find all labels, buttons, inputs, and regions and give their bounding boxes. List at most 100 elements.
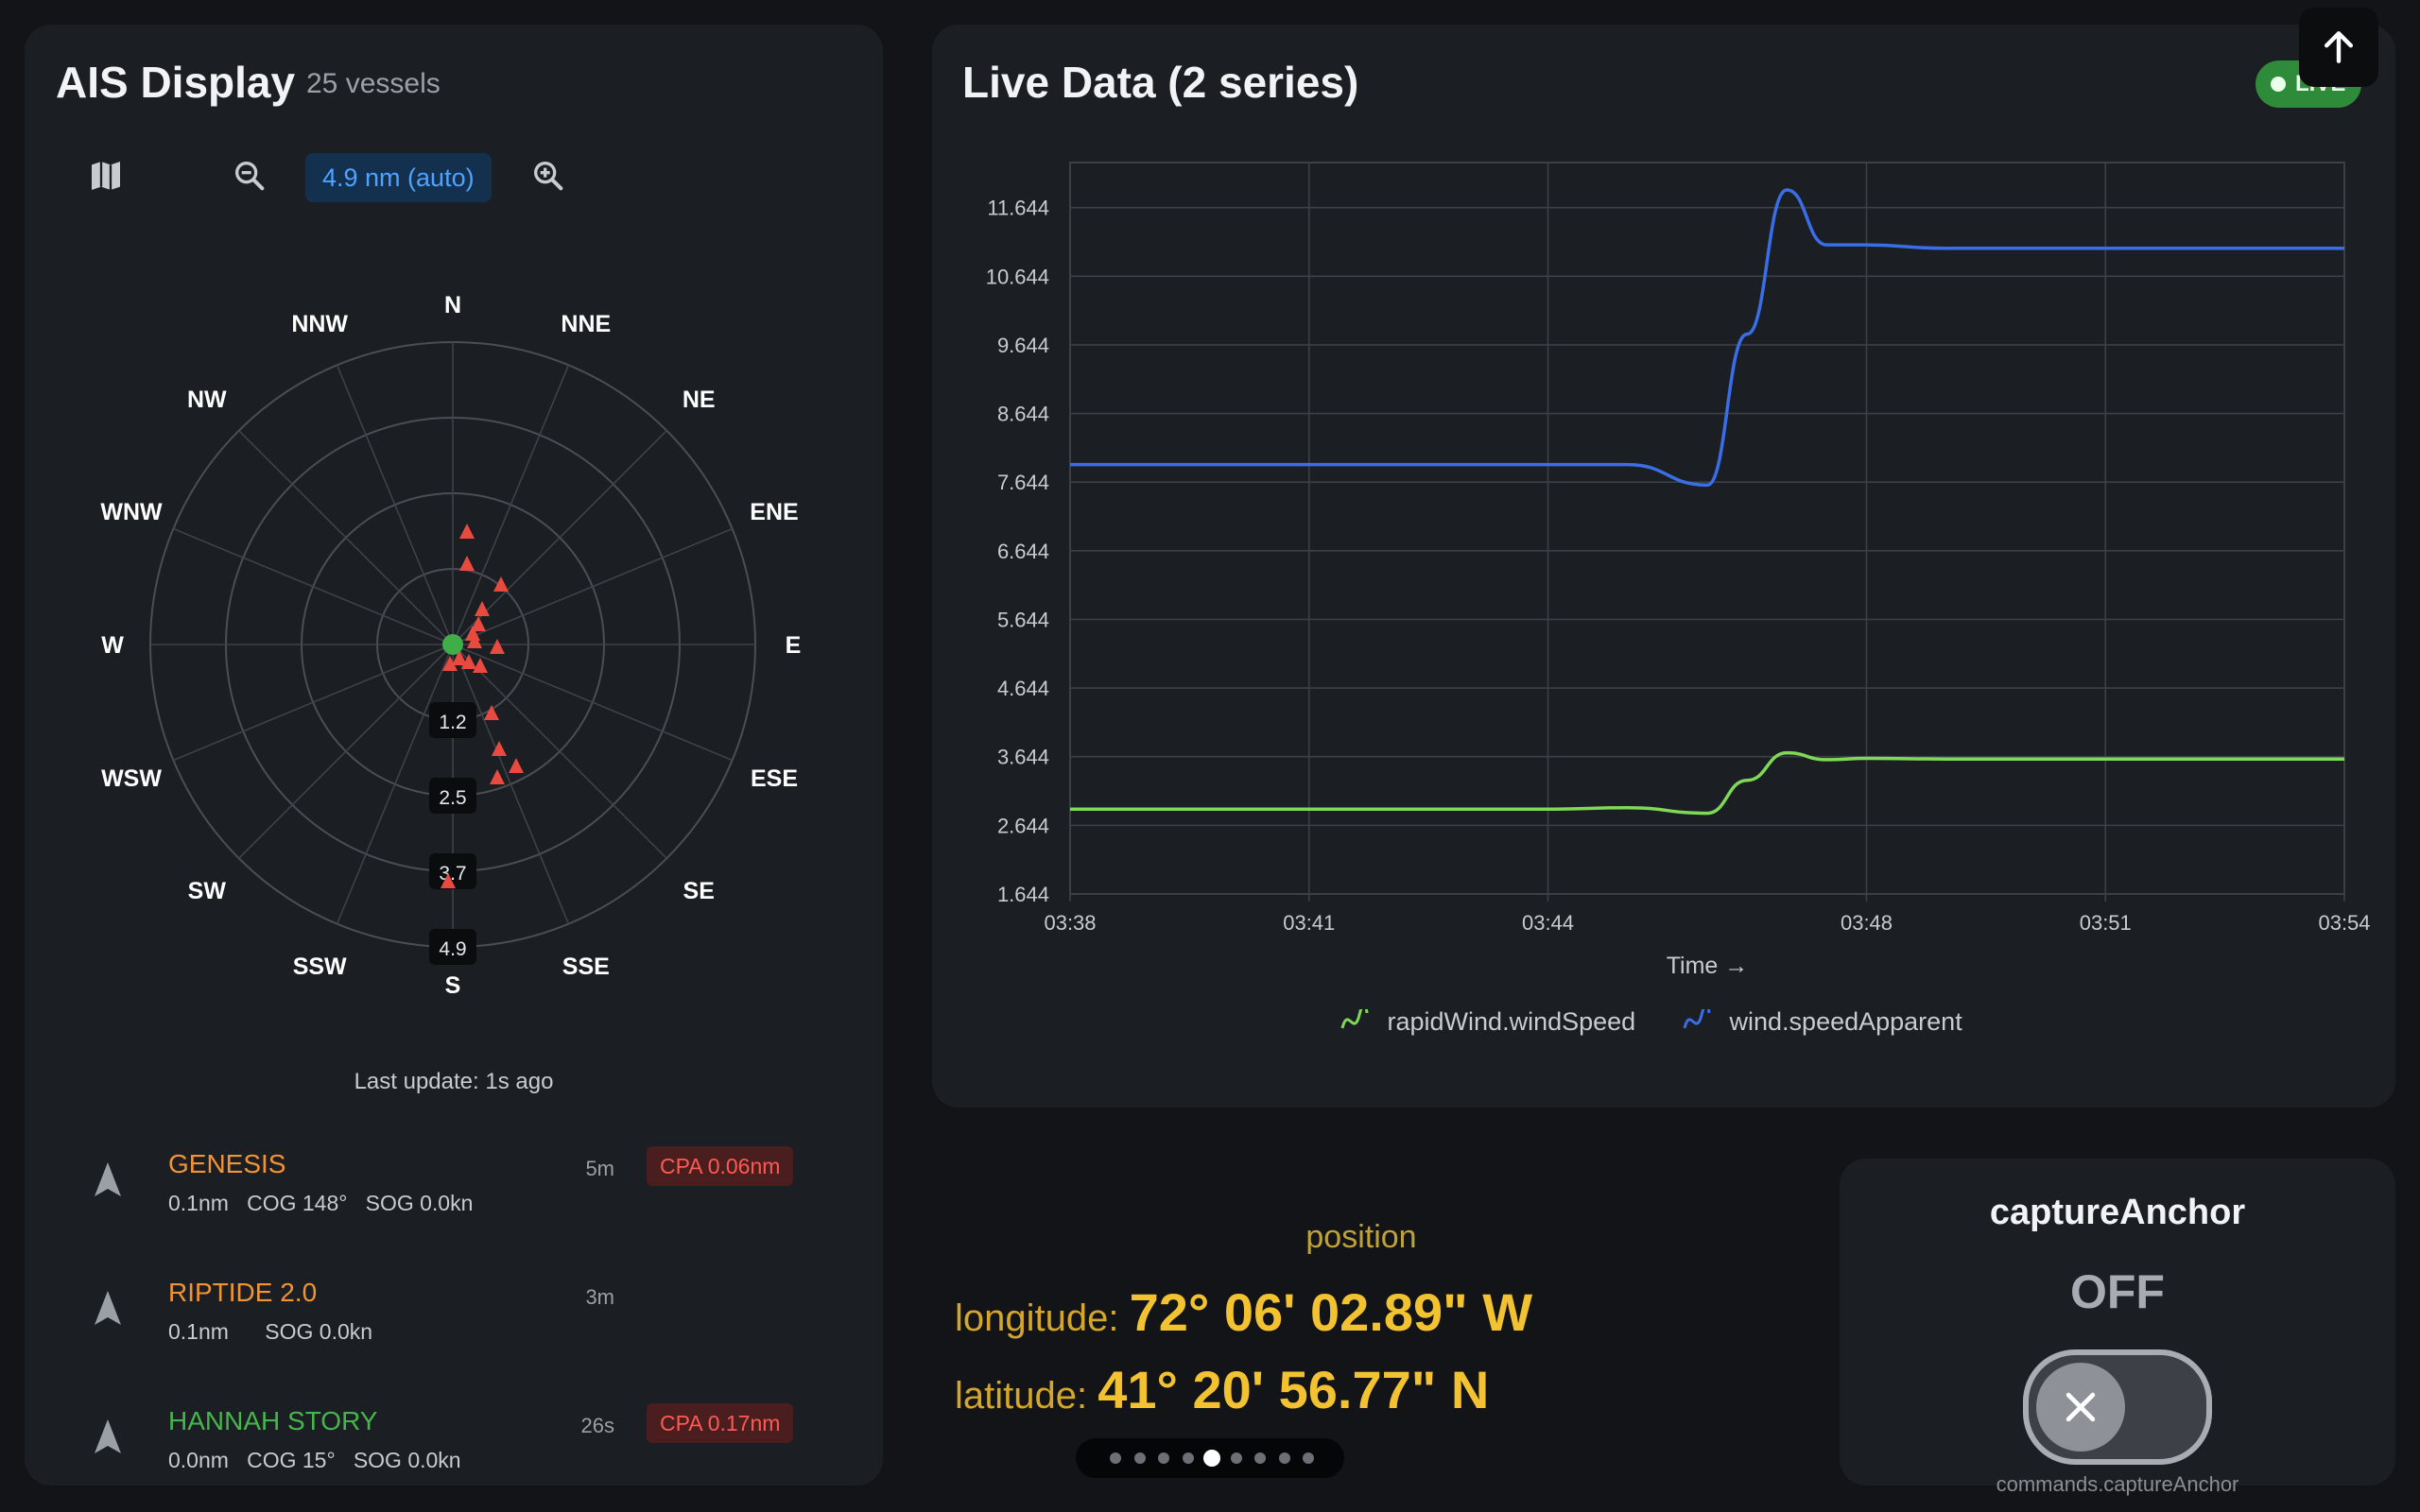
page-indicator[interactable] <box>1076 1438 1344 1478</box>
zoom-out-icon[interactable] <box>231 157 268 199</box>
compass-label: WNW <box>100 499 163 525</box>
arrow-up-icon <box>2324 31 2354 63</box>
vessel-details: 0.0nm COG 15° SOG 0.0kn <box>168 1448 461 1472</box>
vessel-target-icon[interactable] <box>473 658 488 673</box>
compass-label: SSW <box>293 954 347 980</box>
capture-anchor-path: commands.captureAnchor <box>1996 1472 2239 1496</box>
bearing-line <box>238 644 454 859</box>
plot-area <box>1069 162 2345 895</box>
longitude-label: longitude: <box>955 1297 1119 1339</box>
range-badge[interactable]: 4.9 nm (auto) <box>305 153 492 202</box>
map-icon[interactable] <box>87 157 125 199</box>
capture-anchor-panel: captureAnchor OFF commands.captureAnchor <box>1840 1159 2395 1496</box>
ais-radar[interactable]: N NNE NE ENE E ESE SE SSE S SSW SW WSW W WNW NW NNW 1.2 2… <box>25 25 883 1064</box>
vessel-target-icon[interactable] <box>467 633 482 648</box>
vessel-arrow-icon <box>95 1291 121 1325</box>
compass-label: WSW <box>101 765 162 792</box>
vessel-name: RIPTIDE 2.0 <box>168 1278 318 1307</box>
compass-label: SW <box>188 878 227 904</box>
vessel-row[interactable]: HANNAH STORY 0.0nm COG 15° SOG 0.0kn 26s CP… <box>25 1403 883 1486</box>
vessel-target-icon[interactable] <box>493 576 509 592</box>
capture-anchor-toggle[interactable] <box>2023 1349 2212 1465</box>
vessel-age: 3m <box>585 1285 614 1309</box>
ais-title: AIS Display <box>56 58 296 107</box>
page-dot[interactable] <box>1158 1452 1169 1464</box>
bearing-line <box>452 527 733 645</box>
vessel-target-icon[interactable] <box>490 769 505 784</box>
vessel-target-icon[interactable] <box>441 873 456 888</box>
y-tick-label: 5.644 <box>997 608 1049 631</box>
vessel-row[interactable]: RIPTIDE 2.0 0.1nm SOG 0.0kn 3m <box>25 1278 883 1391</box>
vessel-target-icon[interactable] <box>490 639 505 654</box>
compass-label: S <box>445 972 461 999</box>
series-icon <box>1683 1003 1711 1029</box>
page-dot[interactable] <box>1133 1452 1146 1464</box>
latitude-row: latitude: 41° 20' 56.77" N <box>955 1359 1489 1420</box>
bearing-line <box>336 644 454 924</box>
bearing-line <box>452 644 667 859</box>
svg-text:2.5: 2.5 <box>439 787 466 809</box>
vessel-target-icon[interactable] <box>452 650 467 665</box>
bearing-line <box>452 644 570 924</box>
page-dot[interactable] <box>1230 1452 1242 1464</box>
vessel-target-icon[interactable] <box>509 758 524 773</box>
page-dot[interactable] <box>1203 1450 1220 1467</box>
vessel-count: 25 vessels <box>306 68 441 99</box>
compass-label: N <box>444 292 461 318</box>
scroll-up-button[interactable] <box>2299 8 2378 87</box>
capture-anchor-state: OFF <box>2070 1265 2165 1318</box>
zoom-in-icon[interactable] <box>529 157 567 199</box>
cpa-badge: CPA 0.17nm <box>647 1403 794 1443</box>
bearing-line <box>452 365 570 645</box>
x-tick-label: 03:38 <box>1044 911 1096 935</box>
vessel-row[interactable]: GENESIS 0.1nm COG 148° SOG 0.0kn 5m CPA 0.0… <box>25 1146 883 1263</box>
live-data-panel: Live Data (2 series) LIVE 11.64410.6449.… <box>932 25 2395 1108</box>
page-dot[interactable] <box>1303 1452 1314 1464</box>
bearing-line <box>238 430 454 645</box>
page-dot[interactable] <box>1182 1452 1194 1464</box>
bearing-line <box>173 644 454 762</box>
longitude-value: 72° 06' 02.89" W <box>1129 1282 1533 1342</box>
y-tick-label: 7.644 <box>997 471 1049 494</box>
vessel-age: 26s <box>580 1414 614 1437</box>
page-dot[interactable] <box>1254 1452 1266 1464</box>
compass-label: ENE <box>750 499 798 525</box>
series-line[interactable] <box>1070 750 2345 816</box>
y-tick-label: 6.644 <box>997 540 1049 563</box>
vessel-target-icon[interactable] <box>459 556 475 571</box>
ring-label: 1.2 <box>429 702 476 738</box>
vessel-name: HANNAH STORY <box>168 1406 378 1435</box>
legend-item-windapparent[interactable]: wind.speedApparent <box>1681 1003 1962 1037</box>
vessel-age: 5m <box>585 1157 614 1180</box>
vessel-arrow-icon <box>95 1419 121 1453</box>
capture-anchor-title: captureAnchor <box>1989 1193 2246 1232</box>
series-line[interactable] <box>1070 188 2344 488</box>
bearing-line <box>336 365 454 645</box>
compass-label: NNE <box>561 311 611 337</box>
svg-text:1.2: 1.2 <box>439 712 466 733</box>
vessel-target-icon[interactable] <box>461 654 476 669</box>
vessel-target-icon[interactable] <box>492 741 507 756</box>
x-tick-label: 03:44 <box>1522 911 1574 935</box>
vessel-target-icon[interactable] <box>475 601 490 616</box>
live-data-title: Live Data (2 series) <box>962 58 1359 107</box>
legend-item-rapidwind[interactable]: rapidWind.windSpeed <box>1339 1003 1635 1037</box>
x-tick-label: 03:41 <box>1283 911 1335 935</box>
y-tick-label: 2.644 <box>997 814 1049 837</box>
vessel-target-icon[interactable] <box>442 656 458 671</box>
line-chart[interactable]: 11.644 10.644 9.644 8.644 7.644 6.644 5.644 4.6… <box>932 25 2395 988</box>
vessel-target-icon[interactable] <box>484 705 499 720</box>
page-dot[interactable] <box>1278 1452 1290 1464</box>
x-tick-label: 03:48 <box>1841 911 1893 935</box>
vessel-target-icon[interactable] <box>471 616 486 631</box>
vessel-arrow-icon <box>95 1162 121 1196</box>
ring-label: 4.9 <box>429 929 476 965</box>
page-dot[interactable] <box>1110 1452 1121 1464</box>
y-tick-label: 4.644 <box>997 677 1049 700</box>
compass-label: NNW <box>291 311 348 337</box>
y-tick-label: 1.644 <box>997 883 1049 906</box>
vessel-target-icon[interactable] <box>459 524 475 539</box>
toggle-knob <box>2036 1363 2125 1452</box>
compass-label: ESE <box>751 765 798 792</box>
svg-text:3.7: 3.7 <box>439 863 466 885</box>
